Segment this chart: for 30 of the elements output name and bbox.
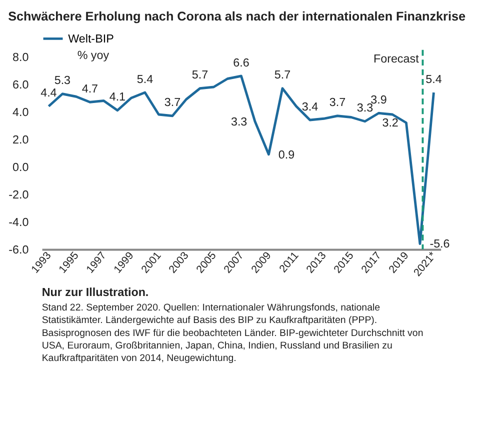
y-tick-label: 4.0 [12, 106, 30, 120]
y-tick-label: 6.0 [12, 78, 30, 92]
data-label: 3.4 [302, 100, 319, 114]
data-label: 5.7 [274, 68, 291, 82]
data-label: 5.7 [192, 68, 208, 82]
legend-label: Welt-BIP [68, 32, 114, 46]
text: Nur zur Illustration. [42, 286, 149, 299]
data-label: -5.6 [430, 238, 450, 251]
data-label: 6.6 [233, 56, 250, 70]
data-label: 3.7 [164, 96, 181, 110]
data-label: 4.4 [40, 86, 58, 100]
data-label: 3.3 [230, 115, 248, 128]
data-label: 3.2 [382, 116, 398, 130]
text: Stand 22. September 2020. Quellen: Internationaler Währungsfonds, nationale Statistikämter. Ländergewichte auf Basis des BIP zu Kaufkraftparitäten (PPP). Basisprognosen des IWF für die beobachteten Länder. BIP-gewichteter Durchschnitt von USA, Euroraum, Großbritannien, Japan, China, Indien, Russland und Brasilien zu Kaufkraftparitäten von 2014, Neugewichtung. [42, 302, 424, 364]
data-label: 5.4 [426, 72, 442, 86]
data-label: 3.7 [329, 96, 346, 110]
y-tick-label: 0.0 [12, 161, 30, 174]
y-tick-label: 2.0 [12, 134, 30, 147]
y-tick-label: -4.0 [8, 216, 30, 230]
chart-title: Schwächere Erholung nach Corona als nach der internationalen Finanzkrise [8, 10, 466, 24]
data-label: 5.3 [54, 74, 71, 88]
data-label: 0.9 [278, 148, 295, 162]
y-axis-title: % yoy [77, 49, 110, 62]
y-tick-label: 8.0 [12, 51, 30, 64]
y-tick-label: -6.0 [8, 244, 30, 257]
y-tick-label: -2.0 [8, 188, 30, 202]
ref-line-label: Forecast [373, 52, 420, 66]
data-label: 4.7 [82, 82, 98, 96]
data-label: 5.4 [136, 72, 154, 86]
data-label: 4.1 [109, 90, 126, 104]
